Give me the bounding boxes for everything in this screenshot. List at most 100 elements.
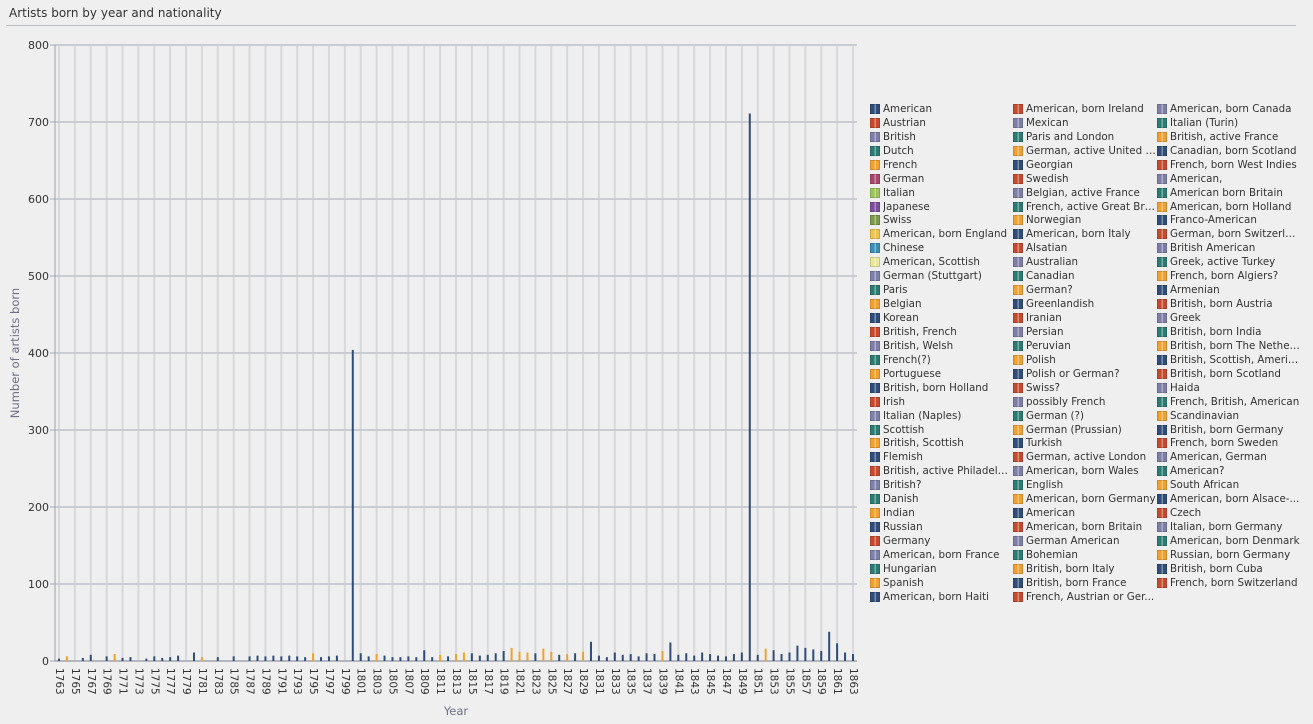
- legend-item[interactable]: American, born England: [870, 227, 1013, 241]
- legend-item[interactable]: British, born Italy: [1013, 562, 1157, 576]
- legend-item[interactable]: American, born Alsace-...: [1157, 492, 1300, 506]
- legend-item[interactable]: Armenian: [1157, 283, 1300, 297]
- legend-item[interactable]: American, born Wales: [1013, 464, 1157, 478]
- legend-item[interactable]: British, active Philadelphia: [870, 464, 1013, 478]
- legend-item[interactable]: American, born France: [870, 548, 1013, 562]
- legend-item[interactable]: Germany: [870, 534, 1013, 548]
- legend-item[interactable]: British, Scottish, American: [1157, 353, 1300, 367]
- legend-item[interactable]: Greek: [1157, 311, 1300, 325]
- legend-item[interactable]: British, born The Netherl...: [1157, 339, 1300, 353]
- legend-item[interactable]: American, born Ireland: [1013, 102, 1157, 116]
- legend-item[interactable]: Franco-American: [1157, 214, 1300, 228]
- legend-item[interactable]: American: [870, 102, 1013, 116]
- legend-item[interactable]: Swedish: [1013, 172, 1157, 186]
- legend-item[interactable]: Canadian, born Scotland: [1157, 144, 1300, 158]
- legend-item[interactable]: German (Prussian): [1013, 423, 1157, 437]
- legend-item[interactable]: Norwegian: [1013, 214, 1157, 228]
- legend-item[interactable]: American, born Italy: [1013, 227, 1157, 241]
- legend-item[interactable]: French, born Algiers?: [1157, 269, 1300, 283]
- legend-item[interactable]: American, Scottish: [870, 255, 1013, 269]
- legend-item[interactable]: German, born Switzerland: [1157, 227, 1300, 241]
- legend-item[interactable]: German: [870, 172, 1013, 186]
- legend-item[interactable]: British, born Cuba: [1157, 562, 1300, 576]
- legend-item[interactable]: German (Stuttgart): [870, 269, 1013, 283]
- legend-item[interactable]: Bohemian: [1013, 548, 1157, 562]
- legend-item[interactable]: Alsatian: [1013, 241, 1157, 255]
- legend-item[interactable]: British: [870, 130, 1013, 144]
- legend-item[interactable]: Belgian, active France: [1013, 186, 1157, 200]
- legend-item[interactable]: British, active France: [1157, 130, 1300, 144]
- legend-item[interactable]: British, born Austria: [1157, 297, 1300, 311]
- legend-item[interactable]: Dutch: [870, 144, 1013, 158]
- legend-item[interactable]: American,: [1157, 172, 1300, 186]
- legend-item[interactable]: Russian: [870, 520, 1013, 534]
- legend-item[interactable]: French, British, American: [1157, 395, 1300, 409]
- legend-item[interactable]: American born Britain: [1157, 186, 1300, 200]
- legend-item[interactable]: French, born Sweden: [1157, 437, 1300, 451]
- legend-item[interactable]: Australian: [1013, 255, 1157, 269]
- legend-item[interactable]: German American: [1013, 534, 1157, 548]
- legend-item[interactable]: Turkish: [1013, 437, 1157, 451]
- legend-item[interactable]: Canadian: [1013, 269, 1157, 283]
- legend-item[interactable]: Flemish: [870, 450, 1013, 464]
- legend-item[interactable]: Belgian: [870, 297, 1013, 311]
- legend-item[interactable]: Indian: [870, 506, 1013, 520]
- legend-item[interactable]: Italian, born Germany: [1157, 520, 1300, 534]
- legend-item[interactable]: Italian: [870, 186, 1013, 200]
- legend-item[interactable]: Irish: [870, 395, 1013, 409]
- legend-item[interactable]: Greek, active Turkey: [1157, 255, 1300, 269]
- legend-item[interactable]: French, Austrian or Ger...: [1013, 590, 1157, 604]
- legend-item[interactable]: Scandinavian: [1157, 409, 1300, 423]
- legend-item[interactable]: Italian (Naples): [870, 409, 1013, 423]
- legend-item[interactable]: Haida: [1157, 381, 1300, 395]
- legend-item[interactable]: British, born Holland: [870, 381, 1013, 395]
- legend-item[interactable]: Danish: [870, 492, 1013, 506]
- legend-item[interactable]: French, born Switzerland: [1157, 576, 1300, 590]
- legend-item[interactable]: American?: [1157, 464, 1300, 478]
- legend-item[interactable]: British, Welsh: [870, 339, 1013, 353]
- legend-item[interactable]: British?: [870, 478, 1013, 492]
- legend-item[interactable]: American, born Britain: [1013, 520, 1157, 534]
- legend-item[interactable]: German, active United S...: [1013, 144, 1157, 158]
- legend-item[interactable]: German?: [1013, 283, 1157, 297]
- legend-item[interactable]: Austrian: [870, 116, 1013, 130]
- legend-item[interactable]: British, born Germany: [1157, 423, 1300, 437]
- legend-item[interactable]: English: [1013, 478, 1157, 492]
- legend-item[interactable]: Polish: [1013, 353, 1157, 367]
- legend-item[interactable]: British, born France: [1013, 576, 1157, 590]
- legend-item[interactable]: French, born West Indies: [1157, 158, 1300, 172]
- legend-item[interactable]: American, born Denmark: [1157, 534, 1300, 548]
- legend-item[interactable]: American: [1013, 506, 1157, 520]
- legend-item[interactable]: French(?): [870, 353, 1013, 367]
- legend-item[interactable]: Georgian: [1013, 158, 1157, 172]
- legend-item[interactable]: Greenlandish: [1013, 297, 1157, 311]
- legend-item[interactable]: Portuguese: [870, 367, 1013, 381]
- legend-item[interactable]: Paris and London: [1013, 130, 1157, 144]
- legend-item[interactable]: Persian: [1013, 325, 1157, 339]
- legend-item[interactable]: British, born India: [1157, 325, 1300, 339]
- legend-item[interactable]: French, active Great Brit...: [1013, 200, 1157, 214]
- legend-item[interactable]: Paris: [870, 283, 1013, 297]
- legend-item[interactable]: Korean: [870, 311, 1013, 325]
- legend-item[interactable]: South African: [1157, 478, 1300, 492]
- legend-item[interactable]: Chinese: [870, 241, 1013, 255]
- legend-item[interactable]: French: [870, 158, 1013, 172]
- legend-item[interactable]: American, born Haiti: [870, 590, 1013, 604]
- legend-item[interactable]: British, Scottish: [870, 437, 1013, 451]
- legend-item[interactable]: Iranian: [1013, 311, 1157, 325]
- legend-item[interactable]: Russian, born Germany: [1157, 548, 1300, 562]
- legend-item[interactable]: Swiss: [870, 214, 1013, 228]
- legend-item[interactable]: possibly French: [1013, 395, 1157, 409]
- legend-item[interactable]: American, born Germany: [1013, 492, 1157, 506]
- legend-item[interactable]: American, born Holland: [1157, 200, 1300, 214]
- legend-item[interactable]: Czech: [1157, 506, 1300, 520]
- legend-item[interactable]: British American: [1157, 241, 1300, 255]
- legend-item[interactable]: Spanish: [870, 576, 1013, 590]
- legend-item[interactable]: Italian (Turin): [1157, 116, 1300, 130]
- legend-item[interactable]: Hungarian: [870, 562, 1013, 576]
- legend-item[interactable]: Swiss?: [1013, 381, 1157, 395]
- legend-item[interactable]: German (?): [1013, 409, 1157, 423]
- legend-item[interactable]: Japanese: [870, 200, 1013, 214]
- legend-item[interactable]: American, German: [1157, 450, 1300, 464]
- legend-item[interactable]: American, born Canada: [1157, 102, 1300, 116]
